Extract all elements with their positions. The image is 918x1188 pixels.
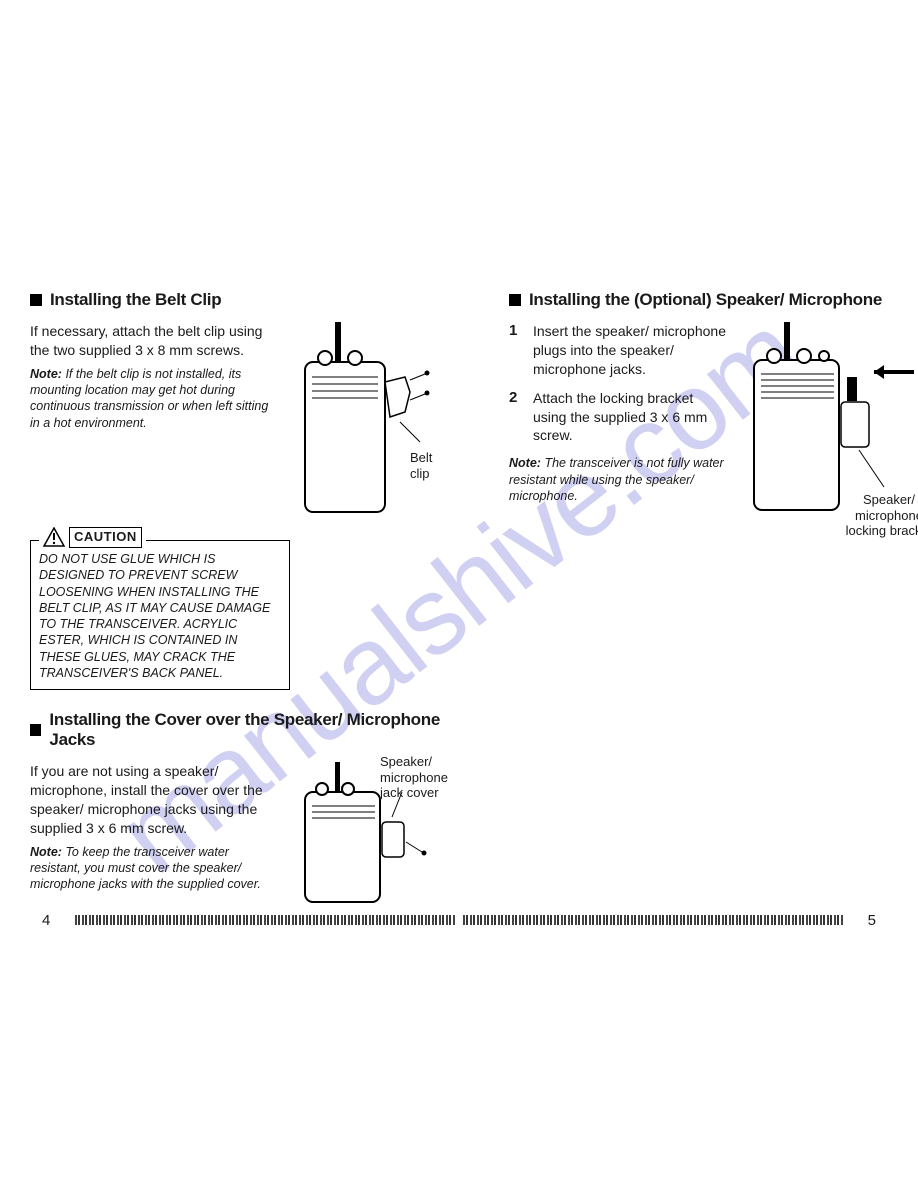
- note-label: Note:: [509, 456, 541, 470]
- fig-label-bracket: Speaker/ microphone locking bracket: [844, 492, 918, 539]
- section2-text: If you are not using a speaker/ micropho…: [30, 762, 270, 922]
- radio-belt-clip-icon: [280, 322, 450, 522]
- bullet-icon: [30, 724, 41, 736]
- step-text: Attach the locking bracket using the sup…: [533, 389, 729, 446]
- step-num: 2: [509, 389, 523, 446]
- fig-label-cover: Speaker/ microphone jack cover: [380, 754, 460, 801]
- body-text: If you are not using a speaker/ micropho…: [30, 762, 270, 838]
- body-text: If necessary, attach the belt clip using…: [30, 322, 270, 360]
- bullet-icon: [30, 294, 42, 306]
- fig-label-belt-clip: Belt clip: [410, 450, 450, 481]
- section1-row: If necessary, attach the belt clip using…: [30, 322, 469, 522]
- left-column: Installing the Belt Clip If necessary, a…: [30, 290, 469, 922]
- heading-belt-clip: Installing the Belt Clip: [50, 290, 221, 310]
- step-text: Insert the speaker/ microphone plugs int…: [533, 322, 729, 379]
- figure-belt-clip: Belt clip: [280, 322, 450, 522]
- caution-label-wrap: CAUTION: [39, 527, 146, 548]
- note-body: To keep the transceiver water resistant,…: [30, 845, 261, 892]
- page-content: Installing the Belt Clip If necessary, a…: [30, 290, 918, 922]
- step-1: 1 Insert the speaker/ microphone plugs i…: [509, 322, 729, 379]
- figure-spkr-mic: Speaker/ microphone locking bracket: [739, 322, 918, 572]
- note-text: Note: If the belt clip is not installed,…: [30, 366, 270, 431]
- note-label: Note:: [30, 845, 62, 859]
- section-heading-cover: Installing the Cover over the Speaker/ M…: [30, 710, 469, 750]
- figure-jack-cover: Speaker/ microphone jack cover: [280, 762, 450, 922]
- right-column: Installing the (Optional) Speaker/ Micro…: [509, 290, 918, 922]
- note-body: If the belt clip is not installed, its m…: [30, 367, 268, 430]
- note-text: Note: To keep the transceiver water resi…: [30, 844, 270, 893]
- right-text: 1 Insert the speaker/ microphone plugs i…: [509, 322, 729, 572]
- right-row: 1 Insert the speaker/ microphone plugs i…: [509, 322, 918, 572]
- step-2: 2 Attach the locking bracket using the s…: [509, 389, 729, 446]
- section-heading-belt-clip: Installing the Belt Clip: [30, 290, 469, 310]
- step-num: 1: [509, 322, 523, 379]
- warning-triangle-icon: [43, 527, 65, 547]
- note-label: Note:: [30, 367, 62, 381]
- heading-cover: Installing the Cover over the Speaker/ M…: [49, 710, 469, 750]
- note-text: Note: The transceiver is not fully water…: [509, 455, 729, 504]
- section2-row: If you are not using a speaker/ micropho…: [30, 762, 469, 922]
- caution-text: DO NOT USE GLUE WHICH IS DESIGNED TO PRE…: [39, 552, 270, 680]
- section2: Installing the Cover over the Speaker/ M…: [30, 710, 469, 922]
- caution-label: CAUTION: [69, 527, 142, 548]
- heading-spkr-mic: Installing the (Optional) Speaker/ Micro…: [529, 290, 882, 310]
- section1-text: If necessary, attach the belt clip using…: [30, 322, 270, 522]
- caution-box: CAUTION DO NOT USE GLUE WHICH IS DESIGNE…: [30, 540, 290, 690]
- note-body: The transceiver is not fully water resis…: [509, 456, 724, 503]
- bullet-icon: [509, 294, 521, 306]
- section-heading-spkr-mic: Installing the (Optional) Speaker/ Micro…: [509, 290, 918, 310]
